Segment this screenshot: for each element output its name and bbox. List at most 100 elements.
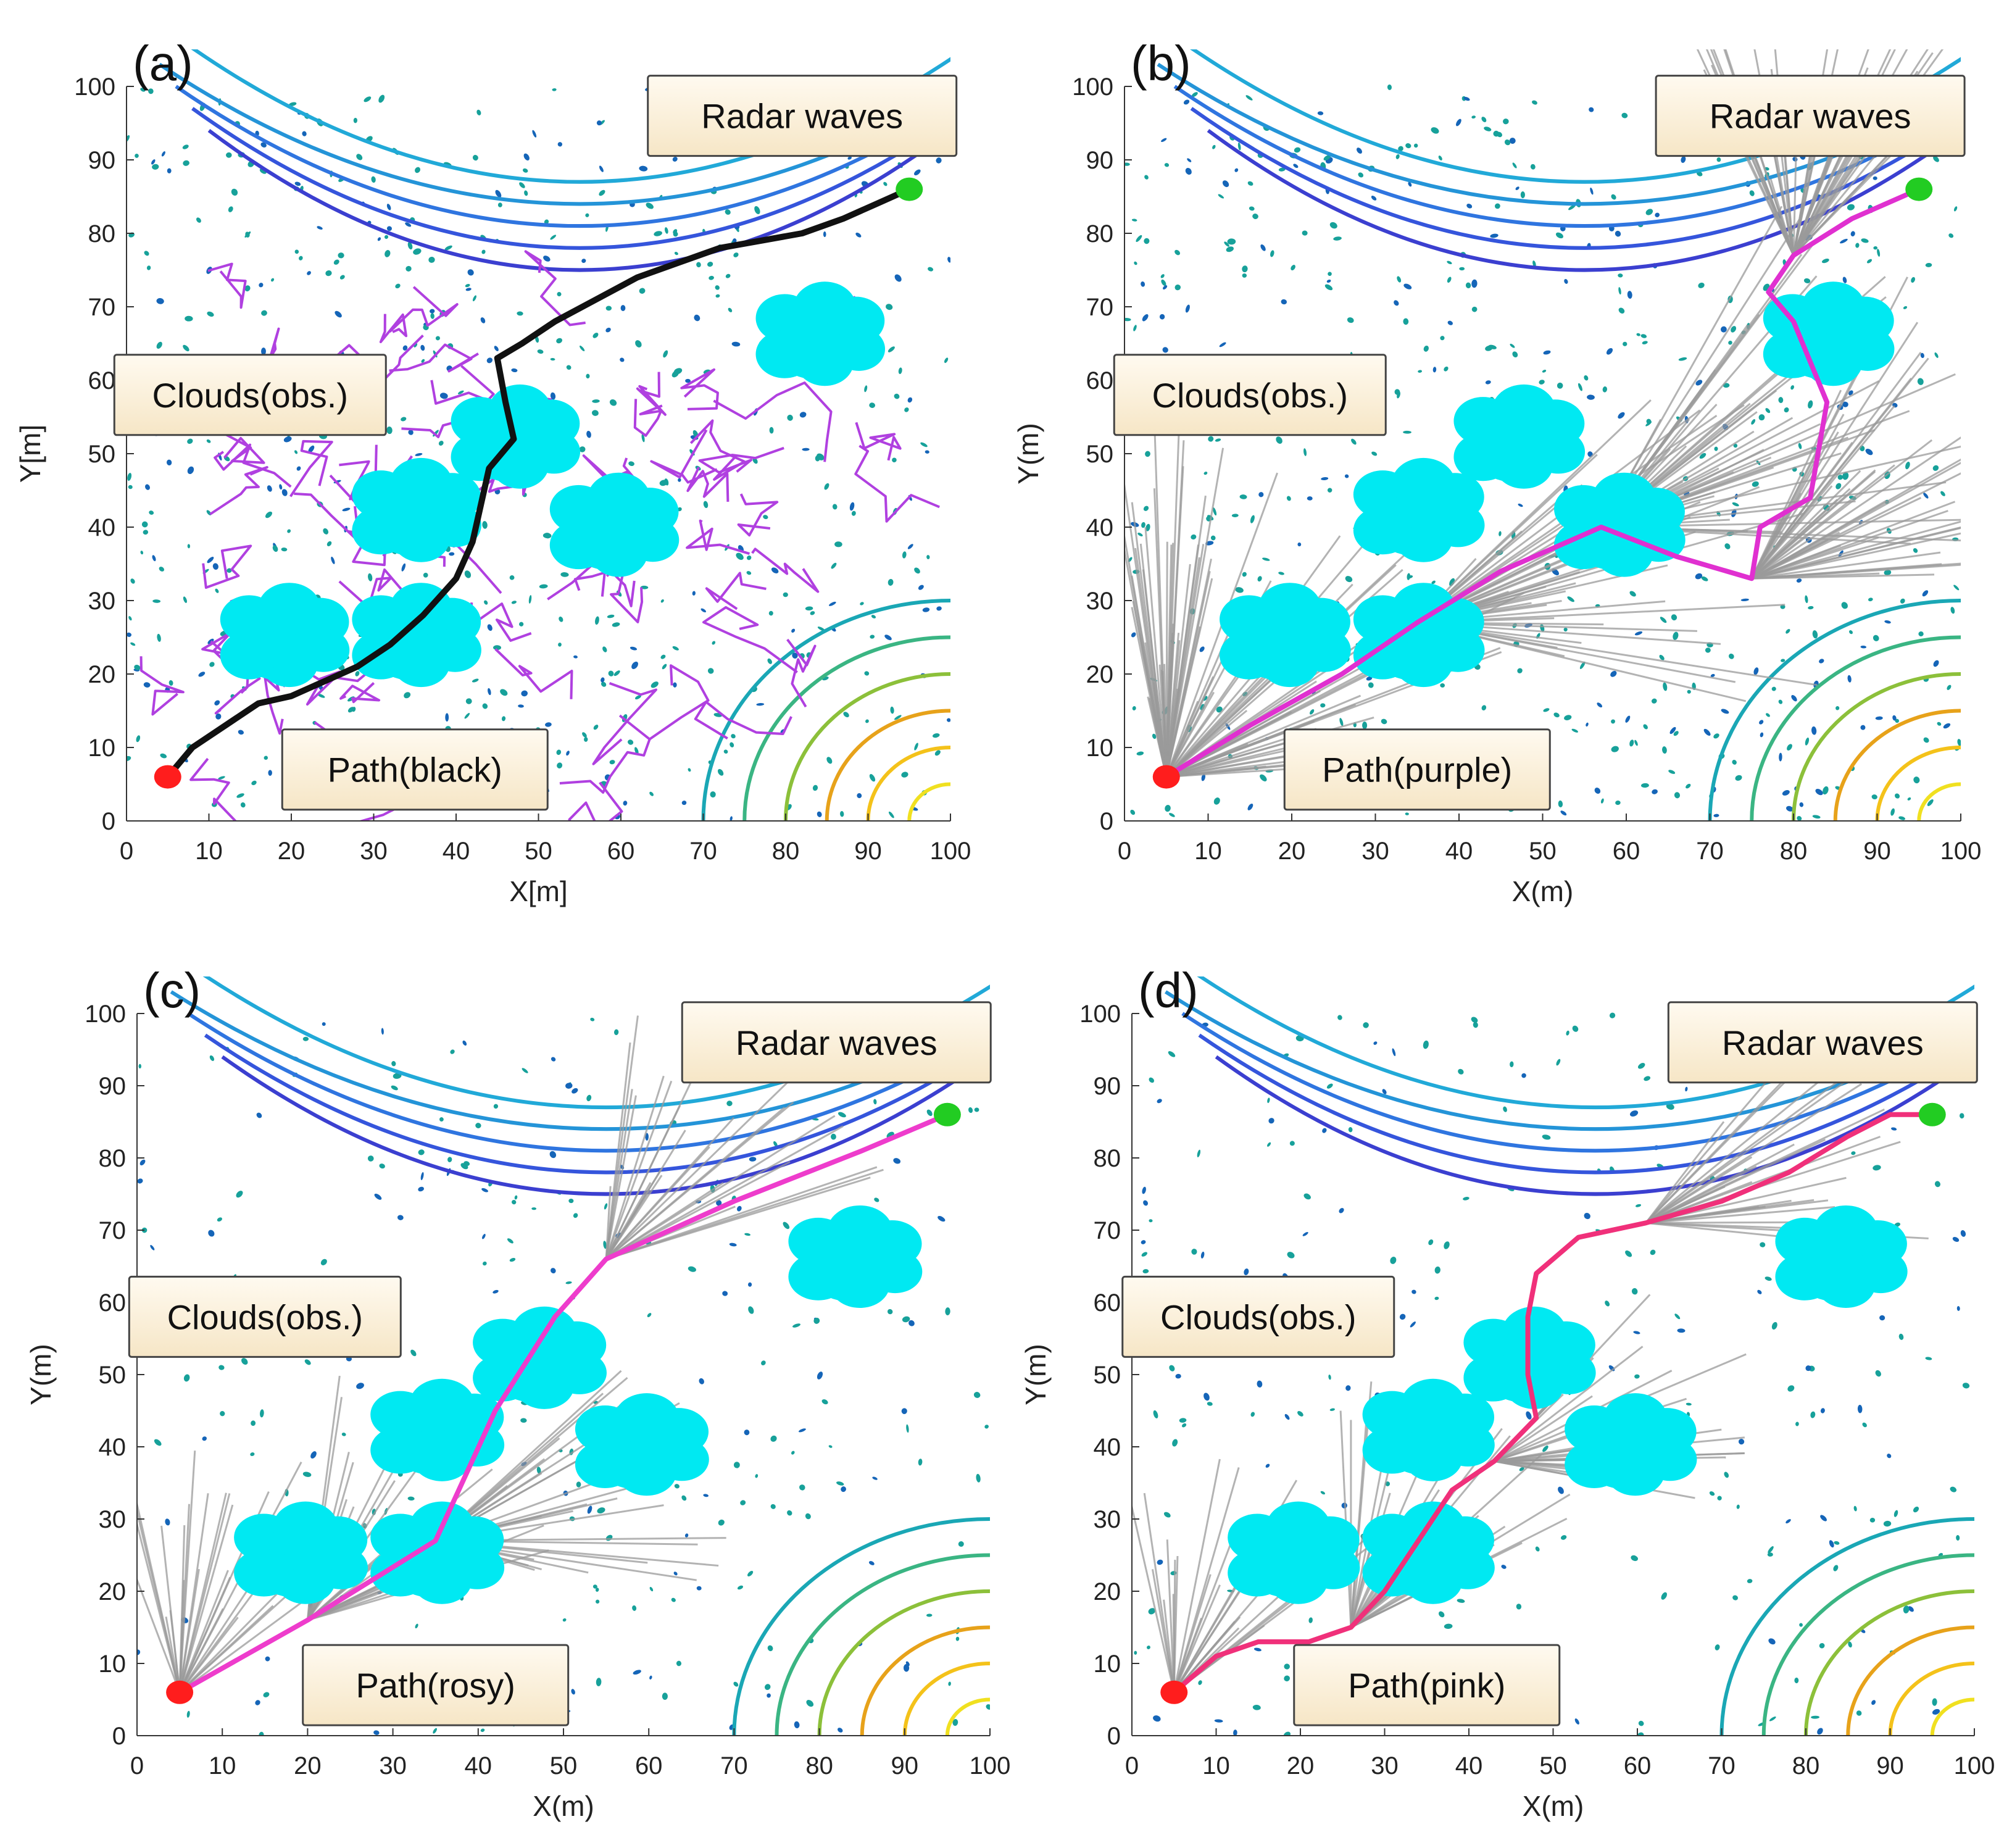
terrain-dot — [1925, 1357, 1932, 1360]
terrain-dot — [725, 273, 731, 278]
terrain-dot — [926, 1109, 933, 1117]
terrain-dot — [1837, 475, 1844, 480]
terrain-dot — [1925, 263, 1932, 267]
terrain-dot — [1627, 291, 1632, 299]
terrain-dot — [367, 1155, 374, 1162]
terrain-dot — [1594, 787, 1601, 794]
terrain-dot — [1842, 401, 1848, 407]
terrain-dot — [769, 427, 774, 434]
terrain-dot — [1257, 576, 1262, 582]
tree-edge — [1645, 1067, 1866, 1224]
terrain-dot — [1799, 802, 1804, 807]
cloud-lobe — [1775, 1253, 1835, 1301]
terrain-dot — [717, 768, 724, 776]
planned-path — [164, 186, 913, 780]
terrain-dot — [1181, 1423, 1187, 1428]
terrain-dot — [509, 1257, 516, 1262]
terrain-dot — [901, 772, 908, 778]
terrain-dot — [1291, 265, 1295, 271]
terrain-dot — [377, 237, 381, 241]
terrain-dot — [783, 592, 788, 597]
terrain-dot — [1403, 283, 1412, 289]
terrain-dot — [725, 209, 731, 215]
terrain-dot — [1782, 790, 1790, 796]
radar-ring — [1846, 1625, 1974, 1736]
terrain-dot — [898, 367, 902, 374]
tree-edge — [178, 1451, 196, 1692]
terrain-dot — [322, 1022, 326, 1026]
terrain-dot — [497, 202, 502, 207]
terrain-dot — [335, 310, 342, 318]
terrain-dot — [712, 641, 716, 645]
terrain-dot — [1131, 219, 1137, 222]
terrain-dot — [302, 131, 307, 136]
terrain-dot — [558, 643, 562, 647]
terrain-dot — [449, 552, 455, 556]
terrain-dot — [715, 285, 720, 290]
terrain-dot — [145, 484, 150, 490]
terrain-dot — [1933, 156, 1939, 162]
tree-edge — [1752, 572, 1880, 580]
terrain-dot — [1738, 1439, 1745, 1445]
x-tick-label: 20 — [1278, 838, 1306, 865]
terrain-dot — [206, 439, 211, 443]
terrain-dot — [128, 232, 135, 238]
terrain-dot — [209, 662, 215, 667]
tree-edge — [1645, 1121, 1725, 1224]
terrain-dot — [747, 1282, 752, 1287]
radar-ring — [775, 1553, 990, 1736]
terrain-dot — [860, 602, 864, 606]
terrain-dot — [1768, 1546, 1774, 1554]
terrain-dot — [1149, 1077, 1155, 1083]
terrain-dot — [183, 344, 189, 352]
terrain-dot — [1833, 1565, 1839, 1571]
terrain-dot — [1203, 1392, 1210, 1401]
terrain-dot — [1191, 92, 1198, 98]
x-tick-label: 20 — [1287, 1752, 1315, 1779]
terrain-dot — [1808, 400, 1813, 409]
x-tick-label: 90 — [891, 1752, 919, 1779]
terrain-dot — [333, 259, 339, 265]
terrain-dot — [914, 567, 920, 574]
cloud-obstacle — [1763, 281, 1895, 386]
y-axis-label: Y(m) — [1012, 423, 1044, 485]
cloud-obstacle — [220, 583, 350, 688]
y-tick-label: 50 — [1086, 441, 1114, 468]
x-tick-label: 100 — [1940, 838, 1982, 865]
terrain-dot — [128, 485, 133, 489]
terrain-dot — [1447, 277, 1452, 283]
radar-arc — [187, 1012, 990, 1153]
terrain-dot — [1713, 814, 1719, 817]
terrain-dot — [620, 305, 626, 312]
terrain-dot — [1883, 1520, 1892, 1527]
terrain-dot — [415, 167, 421, 173]
radar-arc — [175, 85, 950, 228]
terrain-dot — [608, 670, 614, 676]
terrain-dot — [415, 1623, 418, 1629]
terrain-dot — [1715, 1644, 1720, 1650]
terrain-dot — [1423, 345, 1429, 352]
terrain-dot — [140, 551, 144, 555]
tree-branch — [559, 738, 652, 794]
terrain-dot — [1371, 451, 1378, 456]
terrain-dot — [1891, 1127, 1897, 1131]
terrain-dot — [736, 552, 744, 560]
terrain-dot — [1884, 620, 1891, 624]
terrain-dot — [730, 816, 733, 821]
terrain-dot — [612, 622, 620, 627]
terrain-dot — [660, 654, 666, 659]
radar-label: Radar waves — [1655, 75, 1966, 157]
terrain-dot — [1323, 155, 1331, 161]
terrain-dot — [152, 555, 156, 562]
terrain-dot — [402, 345, 408, 351]
tree-edge — [1494, 1395, 1593, 1462]
terrain-dot — [728, 307, 733, 312]
terrain-dot — [493, 645, 502, 651]
terrain-dot — [484, 600, 488, 605]
cloud-lobe — [473, 1354, 533, 1402]
terrain-dot — [1785, 629, 1790, 634]
terrain-dot — [1848, 390, 1853, 396]
clouds-label-text: Clouds(obs.) — [1160, 1297, 1356, 1336]
x-tick-label: 0 — [1125, 1752, 1139, 1779]
terrain-dot — [1322, 1128, 1327, 1133]
